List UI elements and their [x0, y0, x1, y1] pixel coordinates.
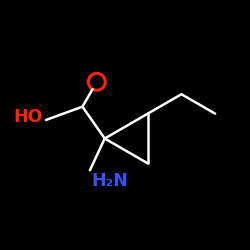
Text: HO: HO: [13, 108, 42, 126]
Text: H₂N: H₂N: [92, 172, 128, 190]
